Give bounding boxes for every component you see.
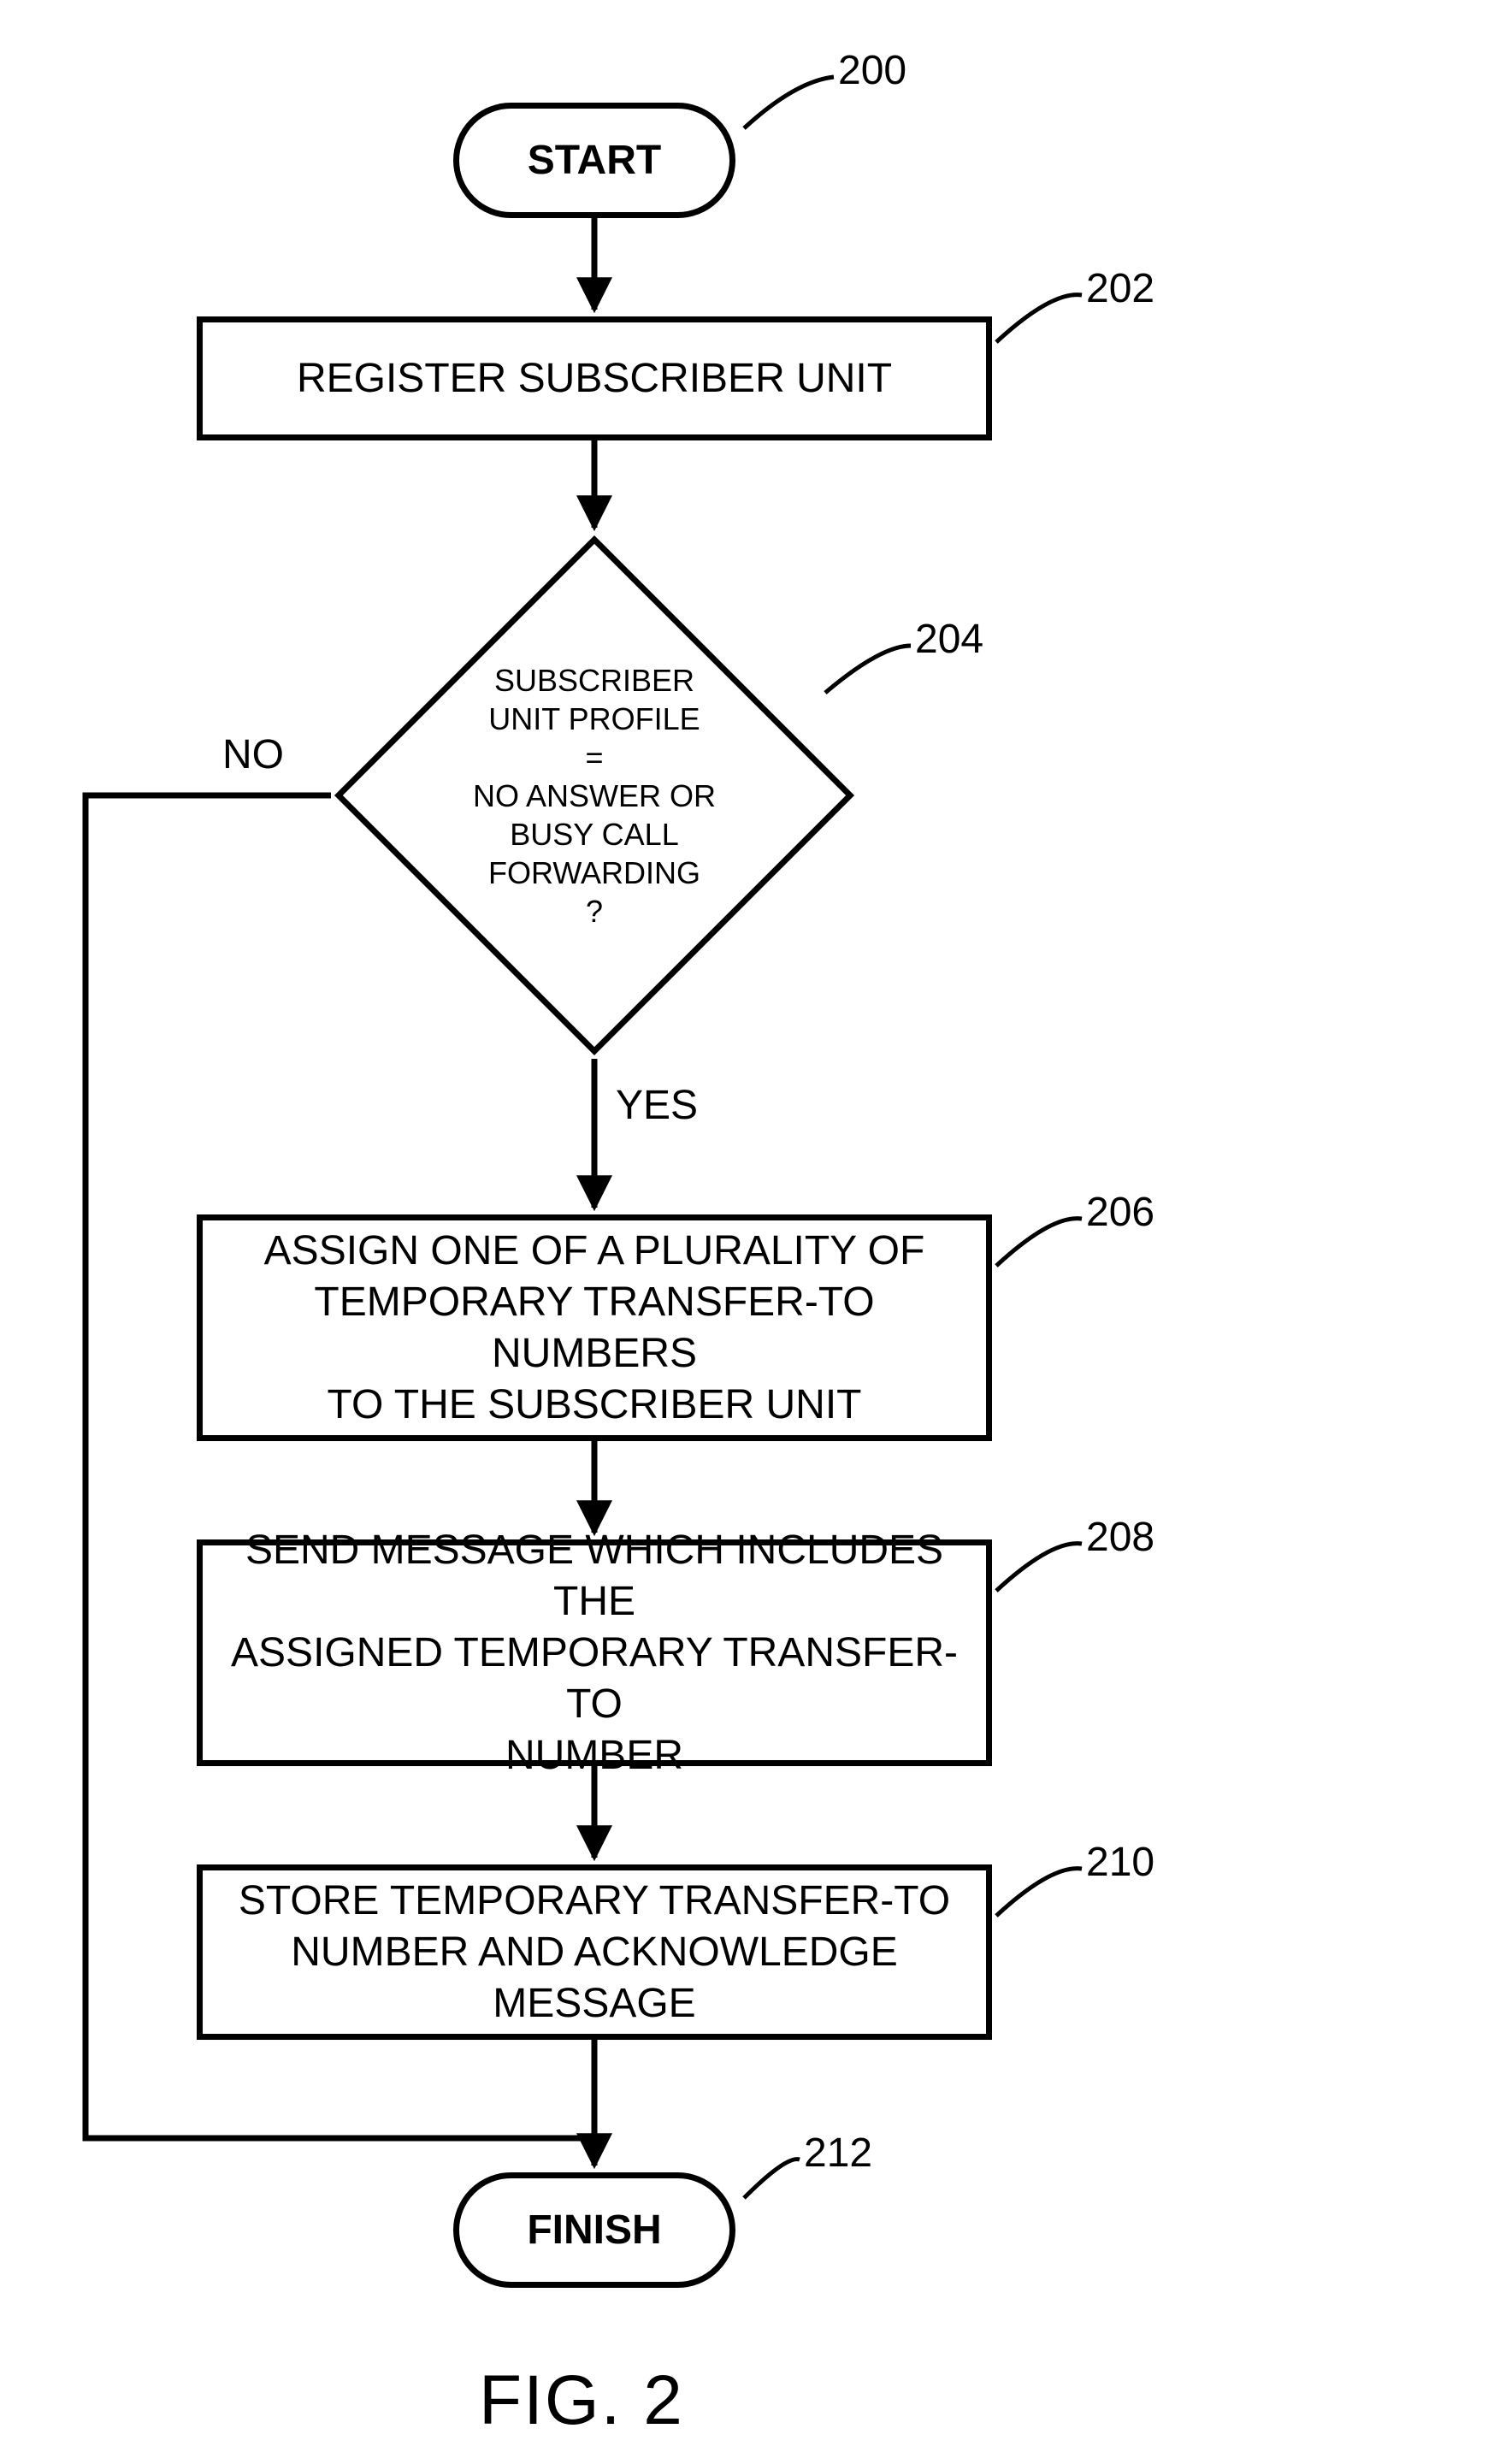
assign-process: ASSIGN ONE OF A PLURALITY OF TEMPORARY T… [197,1214,992,1441]
assign-text: ASSIGN ONE OF A PLURALITY OF TEMPORARY T… [220,1226,969,1431]
store-text: STORE TEMPORARY TRANSFER-TO NUMBER AND A… [220,1876,969,2030]
ref-204: 204 [915,616,983,663]
decision-diamond: SUBSCRIBER UNIT PROFILE = NO ANSWER OR B… [334,535,854,1055]
ref-208: 208 [1086,1514,1154,1561]
ref-206: 206 [1086,1189,1154,1236]
store-process: STORE TEMPORARY TRANSFER-TO NUMBER AND A… [197,1864,992,2040]
send-process: SEND MESSAGE WHICH INCLUDES THE ASSIGNED… [197,1539,992,1766]
decision-text: SUBSCRIBER UNIT PROFILE = NO ANSWER OR B… [473,661,716,931]
ref-202: 202 [1086,265,1154,312]
flowchart-canvas: START REGISTER SUBSCRIBER UNIT SUBSCRIBE… [0,0,1488,2464]
ref-200: 200 [838,47,906,94]
finish-terminator: FINISH [453,2172,735,2288]
register-text: REGISTER SUBSCRIBER UNIT [297,353,892,405]
finish-text: FINISH [527,2207,661,2254]
start-terminator: START [453,103,735,218]
start-text: START [528,137,661,184]
yes-label: YES [616,1082,698,1129]
figure-label: FIG. 2 [479,2361,684,2441]
ref-210: 210 [1086,1839,1154,1886]
no-label: NO [222,731,284,778]
ref-212: 212 [804,2130,872,2177]
send-text: SEND MESSAGE WHICH INCLUDES THE ASSIGNED… [220,1525,969,1782]
register-process: REGISTER SUBSCRIBER UNIT [197,316,992,440]
